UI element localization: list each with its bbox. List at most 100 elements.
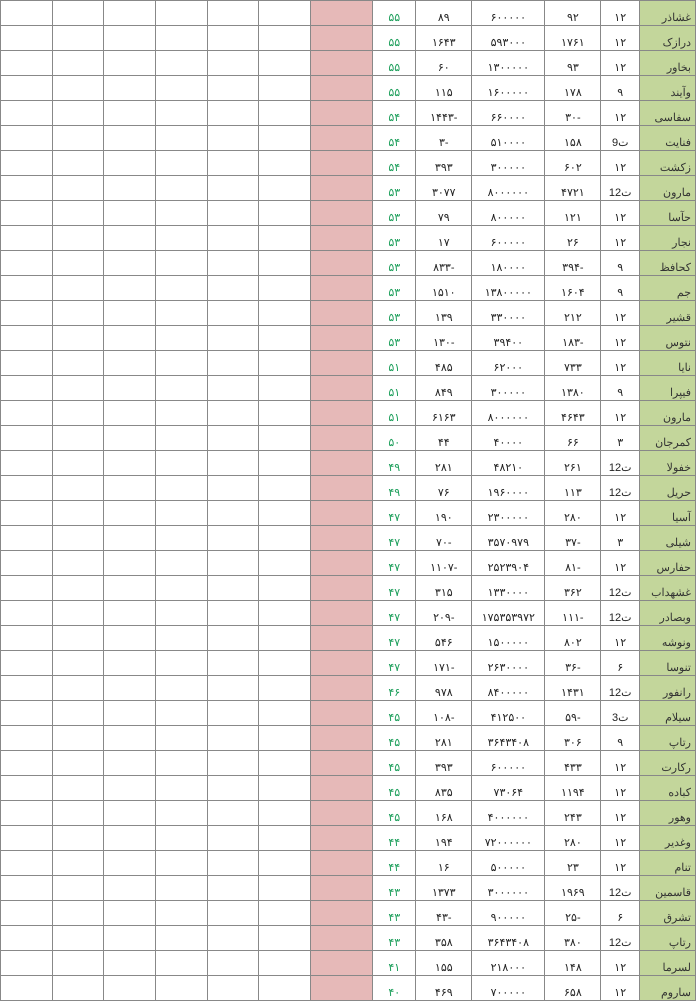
- col-empty: [52, 401, 104, 426]
- col-highlight-empty: [310, 151, 372, 176]
- col-rank: ۴۹: [373, 451, 416, 476]
- col-empty: [1, 651, 53, 676]
- col-empty: [1, 626, 53, 651]
- col-rank: ۵۵: [373, 51, 416, 76]
- col-empty: [52, 201, 104, 226]
- col-period: ۱۲: [601, 501, 640, 526]
- col-empty: [1, 1, 53, 26]
- col-rank: ۴۰: [373, 976, 416, 1001]
- col-volume: ۷۲۰۰۰۰۰۰: [472, 826, 545, 851]
- col-empty: [259, 226, 311, 251]
- col-empty: [52, 526, 104, 551]
- table-row: نایا۱۲۷۳۳۶۲۰۰۰۴۸۵۵۱: [1, 351, 696, 376]
- col-highlight-empty: [310, 26, 372, 51]
- col-period: ۱۲: [601, 301, 640, 326]
- col-empty: [207, 751, 259, 776]
- stock-name: درازک: [640, 26, 696, 51]
- col-value-a: ۳۰۶: [545, 726, 601, 751]
- col-empty: [259, 401, 311, 426]
- col-empty: [207, 76, 259, 101]
- col-empty: [1, 151, 53, 176]
- table-row: کباده۱۲۱۱۹۴۷۳۰۶۴۸۳۵۴۵: [1, 776, 696, 801]
- col-period: ت12: [601, 601, 640, 626]
- col-value-a: -۳۹۴: [545, 251, 601, 276]
- table-row: بخاور۱۲۹۳۱۳۰۰۰۰۰۶۰۵۵: [1, 51, 696, 76]
- col-empty: [155, 26, 207, 51]
- col-period: ۹: [601, 76, 640, 101]
- col-highlight-empty: [310, 276, 372, 301]
- col-empty: [259, 601, 311, 626]
- col-period: ۱۲: [601, 951, 640, 976]
- col-empty: [259, 651, 311, 676]
- col-empty: [207, 426, 259, 451]
- col-rank: ۴۹: [373, 476, 416, 501]
- col-value-b: ۱۱۵: [416, 76, 472, 101]
- col-empty: [259, 126, 311, 151]
- col-empty: [104, 451, 156, 476]
- stock-name: تنوسا: [640, 651, 696, 676]
- col-empty: [104, 326, 156, 351]
- col-empty: [104, 676, 156, 701]
- stock-name: فنایت: [640, 126, 696, 151]
- col-highlight-empty: [310, 426, 372, 451]
- col-rank: ۴۳: [373, 901, 416, 926]
- col-empty: [1, 801, 53, 826]
- col-highlight-empty: [310, 626, 372, 651]
- col-empty: [259, 451, 311, 476]
- col-value-b: -۸۳۳: [416, 251, 472, 276]
- col-value-a: -۸۱: [545, 551, 601, 576]
- col-value-a: ۹۳: [545, 51, 601, 76]
- col-empty: [104, 76, 156, 101]
- col-empty: [1, 176, 53, 201]
- col-empty: [52, 451, 104, 476]
- col-empty: [207, 226, 259, 251]
- stock-name: ساروم: [640, 976, 696, 1001]
- col-empty: [52, 101, 104, 126]
- col-empty: [207, 1, 259, 26]
- col-empty: [207, 551, 259, 576]
- col-volume: ۲۱۸۰۰۰: [472, 951, 545, 976]
- col-value-a: ۴۶۴۳: [545, 401, 601, 426]
- stock-name: شیلی: [640, 526, 696, 551]
- col-empty: [52, 126, 104, 151]
- col-empty: [259, 351, 311, 376]
- col-highlight-empty: [310, 976, 372, 1001]
- col-value-b: ۱۶۸: [416, 801, 472, 826]
- col-highlight-empty: [310, 76, 372, 101]
- col-highlight-empty: [310, 926, 372, 951]
- col-value-b: ۳۵۸: [416, 926, 472, 951]
- col-empty: [104, 226, 156, 251]
- col-value-b: ۲۸۱: [416, 726, 472, 751]
- table-row: لسرما۱۲۱۴۸۲۱۸۰۰۰۱۵۵۴۱: [1, 951, 696, 976]
- col-volume: ۱۹۶۰۰۰۰: [472, 476, 545, 501]
- col-empty: [207, 951, 259, 976]
- col-rank: ۴۷: [373, 526, 416, 551]
- table-row: زکشت۱۲۶۰۲۳۰۰۰۰۰۳۹۳۵۴: [1, 151, 696, 176]
- stock-name: زکشت: [640, 151, 696, 176]
- col-volume: ۵۹۳۰۰۰: [472, 26, 545, 51]
- col-empty: [1, 501, 53, 526]
- col-period: ۹: [601, 376, 640, 401]
- col-highlight-empty: [310, 251, 372, 276]
- col-empty: [104, 126, 156, 151]
- col-value-a: ۶۵۸: [545, 976, 601, 1001]
- col-rank: ۴۷: [373, 576, 416, 601]
- col-value-b: -۱۰۸: [416, 701, 472, 726]
- col-volume: ۳۳۰۰۰۰: [472, 301, 545, 326]
- col-empty: [155, 776, 207, 801]
- col-value-a: ۱۱۹۴: [545, 776, 601, 801]
- table-row: تنام۱۲۲۳۵۰۰۰۰۰۱۶۴۴: [1, 851, 696, 876]
- col-highlight-empty: [310, 126, 372, 151]
- table-row: جم۹۱۶۰۴۱۳۸۰۰۰۰۰۱۵۱۰۵۳: [1, 276, 696, 301]
- col-empty: [1, 426, 53, 451]
- table-row: وهور۱۲۲۴۳۴۰۰۰۰۰۰۱۶۸۴۵: [1, 801, 696, 826]
- col-empty: [155, 626, 207, 651]
- col-empty: [259, 201, 311, 226]
- col-empty: [259, 426, 311, 451]
- stock-name: سیلام: [640, 701, 696, 726]
- stock-name: تشرق: [640, 901, 696, 926]
- col-empty: [52, 626, 104, 651]
- col-rank: ۵۱: [373, 401, 416, 426]
- col-rank: ۵۵: [373, 26, 416, 51]
- col-empty: [259, 901, 311, 926]
